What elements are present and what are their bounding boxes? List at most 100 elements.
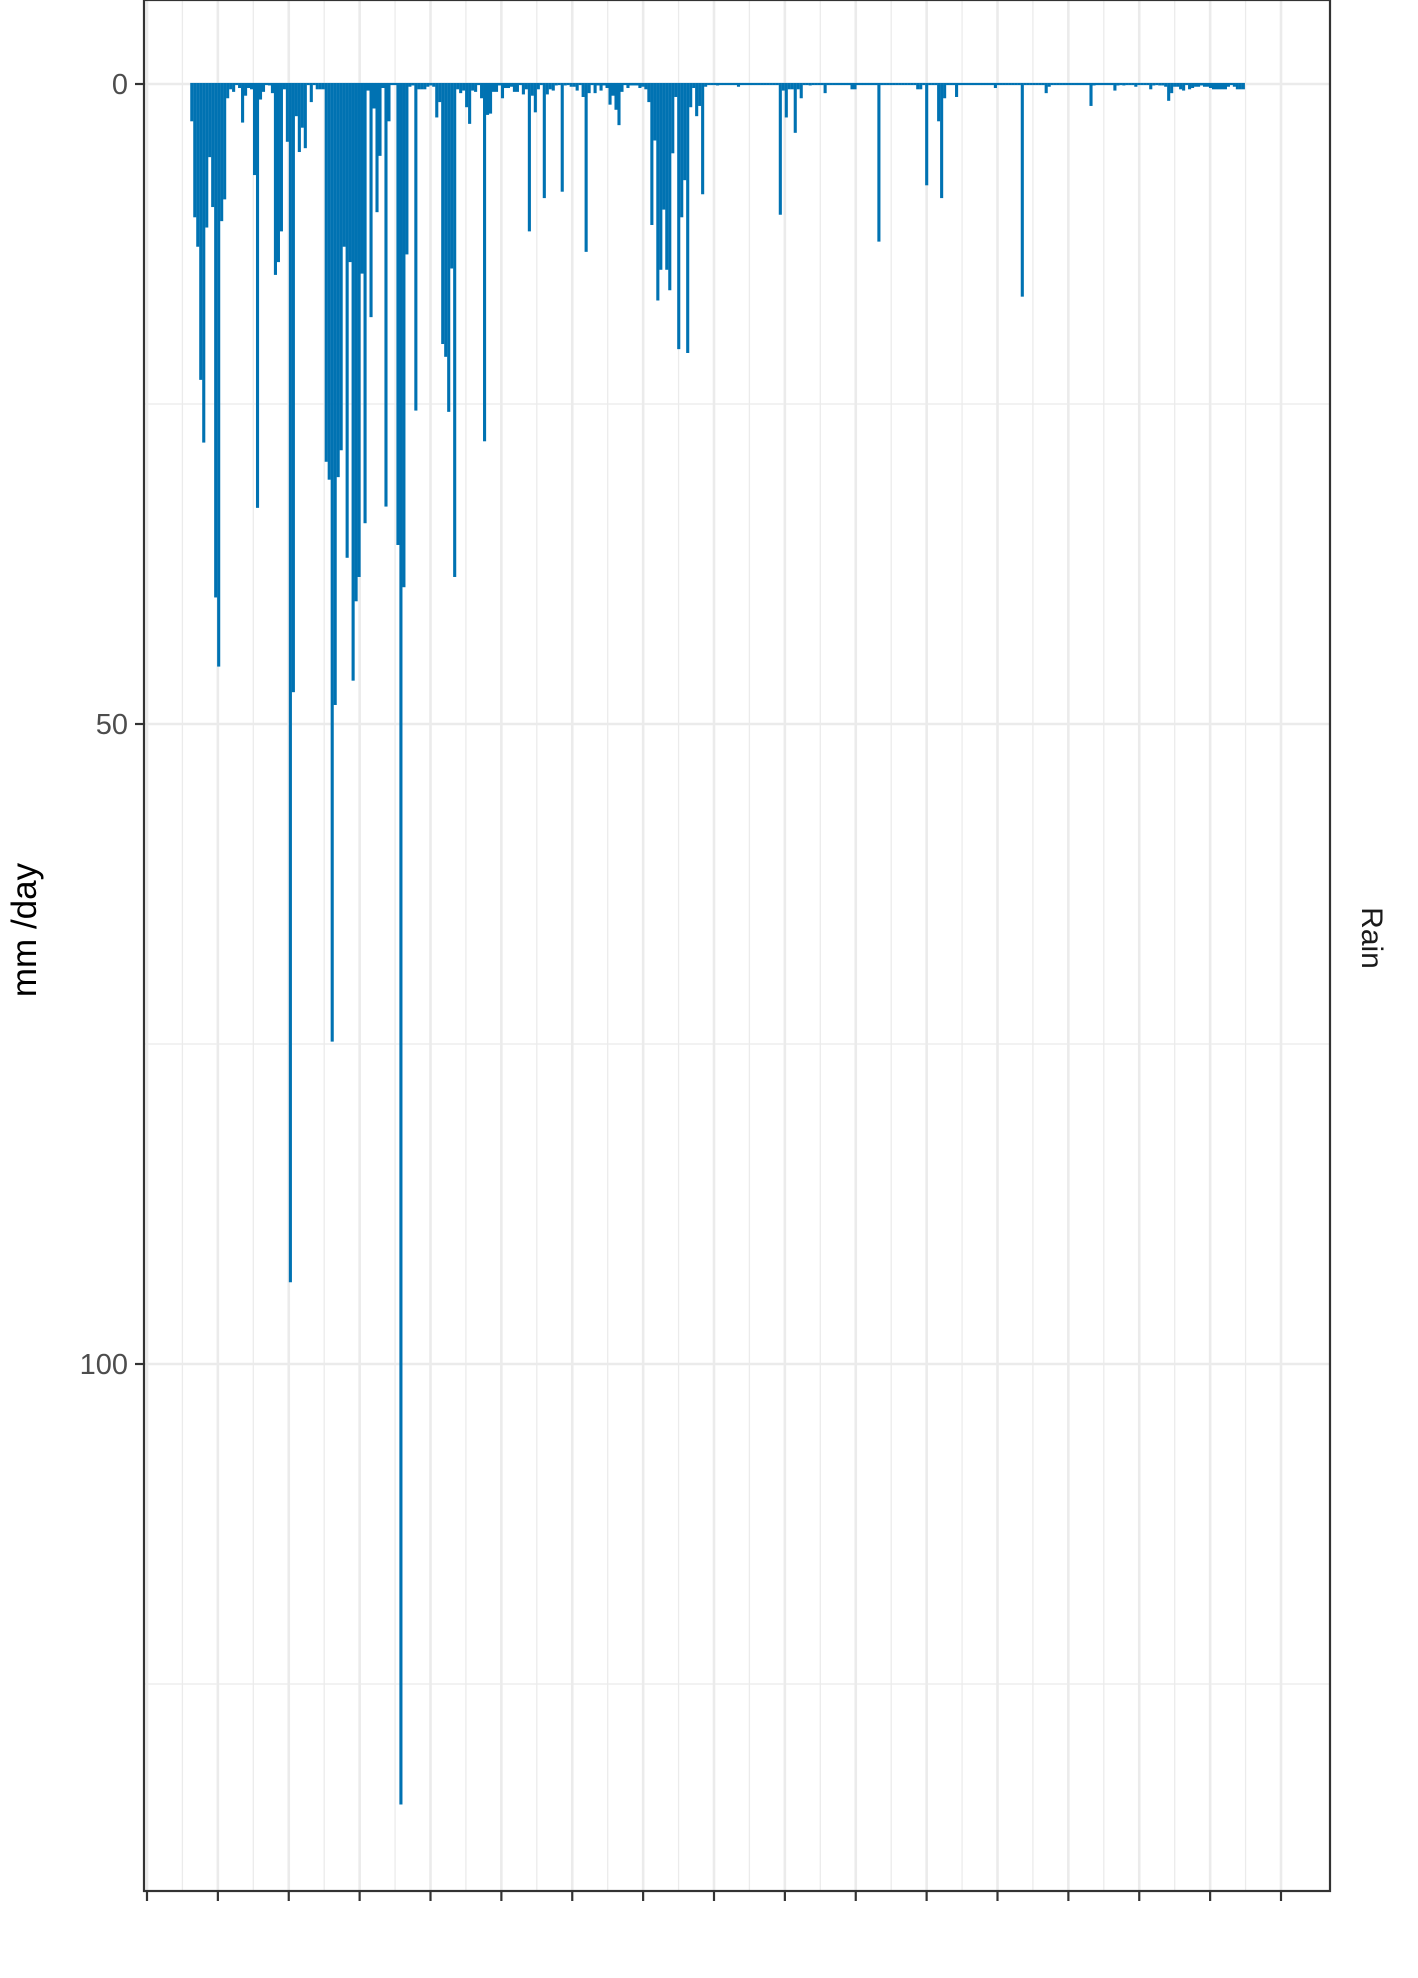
- rain-bar: [252, 82, 257, 176]
- rain-bar: [990, 82, 994, 86]
- rain-bar: [1182, 82, 1186, 91]
- rain-bar: [255, 82, 260, 508]
- rain-bar: [868, 82, 872, 86]
- rain-bar: [960, 82, 965, 86]
- rain-bar: [214, 82, 218, 598]
- rain-bar: [572, 82, 576, 87]
- rain-bar: [781, 82, 785, 91]
- rain-bar: [375, 82, 379, 213]
- rain-bar: [1098, 82, 1102, 86]
- rain-bar: [477, 82, 481, 86]
- rain-bar: [811, 82, 815, 86]
- rain-bar: [438, 82, 442, 103]
- rain-bar: [381, 82, 385, 89]
- rain-bar: [1053, 82, 1057, 86]
- rain-bar: [593, 82, 597, 94]
- rain-bar: [644, 82, 648, 90]
- rain-bar: [1229, 82, 1233, 86]
- rain-bar: [229, 82, 233, 90]
- rain-bar: [739, 82, 744, 86]
- rain-bar: [1128, 82, 1132, 86]
- rain-bar: [1086, 82, 1090, 86]
- rain-bar: [563, 82, 567, 86]
- rain-bar: [1217, 82, 1222, 90]
- rain-bar: [844, 82, 848, 86]
- rain-bar: [309, 82, 313, 103]
- rain-bar: [727, 82, 732, 86]
- rain-bar: [602, 82, 606, 86]
- rain-bar: [784, 82, 788, 118]
- rain-bar: [1194, 82, 1198, 87]
- rain-bar: [916, 82, 920, 90]
- rain-bar: [208, 82, 212, 158]
- rain-bar: [509, 82, 514, 87]
- rain-bar: [617, 82, 621, 126]
- rain-bar: [366, 82, 370, 91]
- rain-bar: [626, 82, 630, 89]
- rain-bar: [629, 82, 633, 86]
- rain-bar: [1020, 82, 1024, 297]
- rain-bar: [1029, 82, 1033, 86]
- rain-bar: [638, 82, 642, 89]
- rain-bar: [793, 82, 797, 133]
- rain-bar: [354, 82, 358, 602]
- rain-bar: [1238, 82, 1242, 90]
- rain-bar: [524, 82, 528, 90]
- rain-bar: [1041, 82, 1045, 86]
- rain-bar: [1149, 82, 1153, 90]
- rain-bar: [554, 82, 558, 86]
- rain-bar: [1116, 82, 1120, 86]
- rain-bar: [692, 82, 696, 89]
- rain-bar: [581, 82, 585, 97]
- rain-bar: [1089, 82, 1093, 106]
- rain-bar: [205, 82, 209, 228]
- rain-bar: [396, 82, 400, 545]
- y-axis-ticks: 0 50 100: [80, 69, 144, 1381]
- rain-bar: [223, 82, 227, 200]
- rain-bar: [1199, 82, 1204, 86]
- rain-bar: [330, 82, 334, 1042]
- rain-bars: [190, 82, 1245, 1805]
- rain-bar: [996, 82, 1000, 86]
- rain-bar: [862, 82, 866, 86]
- rain-bar: [324, 82, 328, 462]
- rain-bar: [808, 82, 812, 86]
- rain-bar: [710, 82, 714, 86]
- rain-bar: [650, 82, 654, 225]
- rain-bar: [856, 82, 860, 86]
- rain-bar: [659, 82, 663, 270]
- rain-bar: [199, 82, 203, 380]
- rain-bar: [273, 82, 277, 275]
- rain-bar: [530, 82, 534, 96]
- rain-bar: [435, 82, 439, 118]
- rain-bar: [934, 82, 938, 86]
- rain-bar: [886, 82, 890, 86]
- rain-bar: [488, 82, 493, 114]
- rain-bar: [665, 82, 669, 270]
- rain-bar: [966, 82, 971, 86]
- rain-bar: [946, 82, 950, 86]
- rain-bar: [548, 82, 552, 90]
- rain-bar: [662, 82, 666, 210]
- rain-bar: [420, 82, 424, 90]
- rain-bar: [1131, 82, 1135, 86]
- rain-bar: [578, 82, 582, 86]
- rain-bar: [560, 82, 564, 192]
- rain-bar: [772, 82, 776, 86]
- rain-bar: [987, 82, 991, 86]
- panel-border: [142, 0, 1332, 1893]
- rain-bar: [853, 82, 857, 90]
- rain-bar: [1214, 82, 1219, 90]
- rain-bar: [1008, 82, 1012, 86]
- rain-bar: [342, 82, 346, 247]
- rain-bar: [596, 82, 600, 86]
- rain-bar: [465, 82, 469, 108]
- rain-bar: [282, 82, 286, 90]
- rain-bar: [285, 82, 289, 142]
- facet-strip-label: Rain: [1355, 907, 1388, 969]
- rain-bar: [898, 82, 902, 86]
- rain-bar: [1077, 82, 1081, 86]
- rain-bar: [943, 82, 947, 99]
- rain-bar: [539, 82, 543, 86]
- rain-bar: [244, 82, 248, 96]
